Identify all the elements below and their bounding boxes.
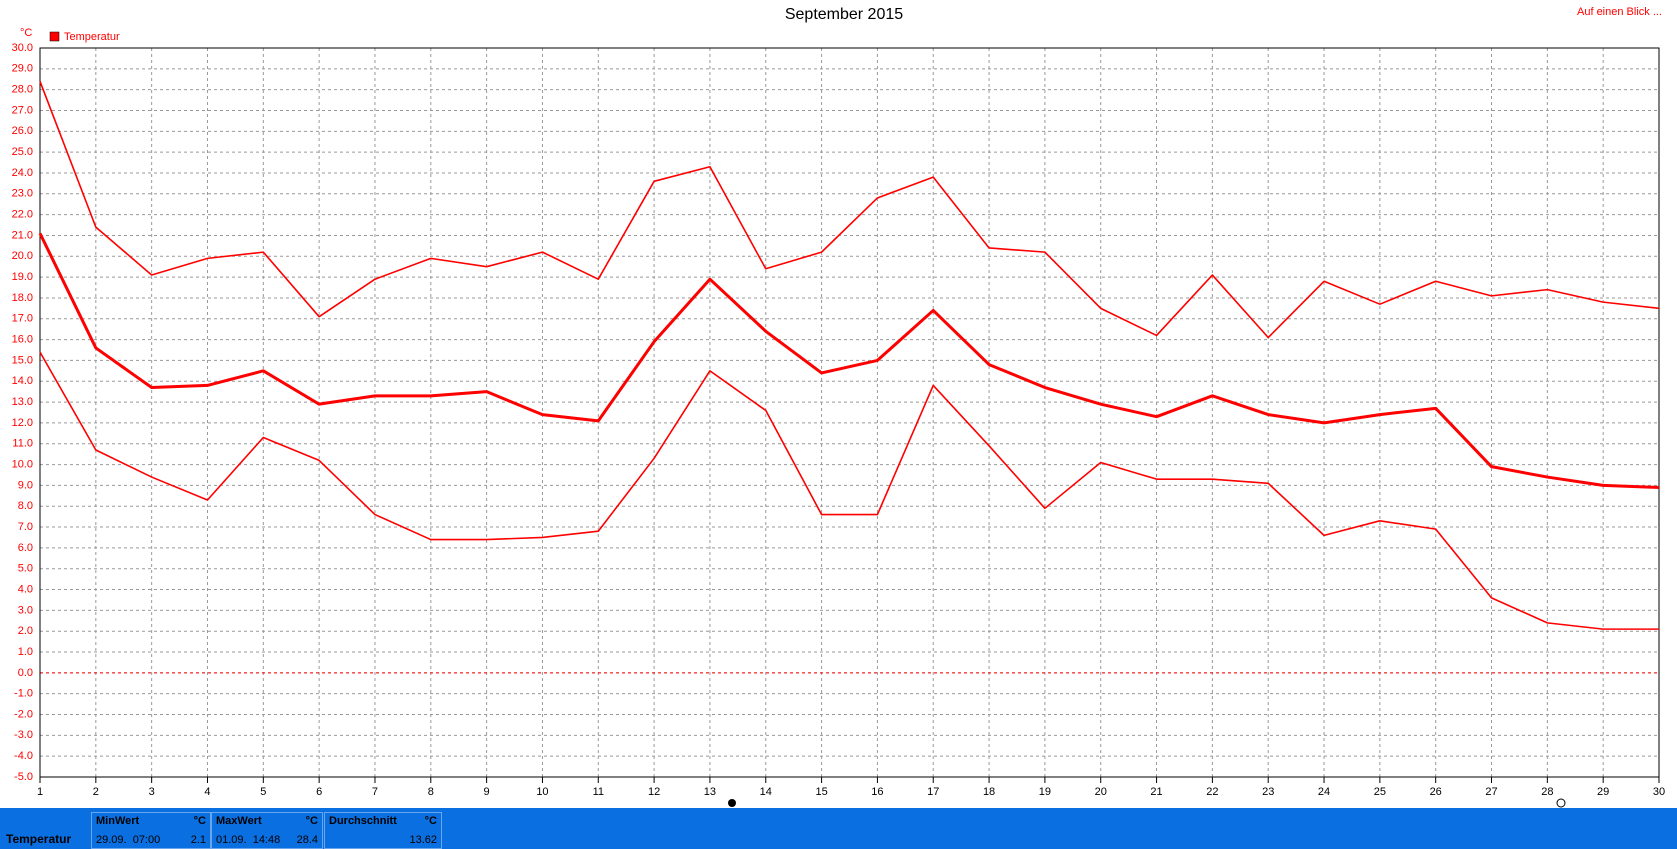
- x-tick-label: 3: [149, 786, 155, 798]
- y-tick-label: -4.0: [14, 750, 33, 762]
- y-tick-label: 16.0: [12, 334, 33, 346]
- series-line: [39, 351, 1659, 630]
- y-tick-label: 20.0: [12, 250, 33, 262]
- y-unit: °C: [20, 27, 32, 39]
- x-tick-label: 27: [1485, 786, 1497, 798]
- x-tick-label: 7: [372, 786, 378, 798]
- stat-value: 2.1: [190, 834, 206, 846]
- y-tick-label: 11.0: [12, 438, 33, 450]
- x-tick-label: 15: [815, 786, 827, 798]
- y-tick-label: -1.0: [14, 688, 33, 700]
- y-tick-label: 6.0: [18, 542, 33, 554]
- x-tick-label: 19: [1039, 786, 1051, 798]
- x-tick-label: 20: [1095, 786, 1107, 798]
- y-tick-label: 17.0: [12, 313, 33, 325]
- y-tick-label: 26.0: [12, 125, 33, 137]
- x-tick-label: 25: [1374, 786, 1386, 798]
- y-tick-label: 1.0: [18, 646, 33, 658]
- stat-value: 13.62: [409, 834, 437, 846]
- stat-title: MinWert: [96, 815, 140, 827]
- y-tick-label: 2.0: [18, 625, 33, 637]
- stat-title: MaxWert: [216, 815, 262, 827]
- x-tick-label: 30: [1653, 786, 1665, 798]
- y-tick-label: 28.0: [12, 84, 33, 96]
- y-tick-label: 22.0: [12, 209, 33, 221]
- x-tick-label: 24: [1318, 786, 1330, 798]
- y-tick-label: 27.0: [12, 104, 33, 116]
- y-tick-label: 24.0: [12, 167, 33, 179]
- stat-value: 28.4: [296, 834, 318, 846]
- x-tick-label: 16: [871, 786, 883, 798]
- x-tick-label: 6: [316, 786, 322, 798]
- y-tick-label: 14.0: [12, 375, 33, 387]
- footer-label: Temperatur: [6, 832, 72, 846]
- x-tick-label: 23: [1262, 786, 1274, 798]
- x-tick-label: 9: [484, 786, 490, 798]
- x-tick-label: 10: [536, 786, 548, 798]
- chart-title: September 2015: [785, 6, 903, 23]
- y-tick-label: 8.0: [18, 500, 33, 512]
- y-tick-label: -2.0: [14, 708, 33, 720]
- y-tick-label: 19.0: [12, 271, 33, 283]
- y-tick-label: 12.0: [12, 417, 33, 429]
- y-tick-label: 9.0: [18, 479, 33, 491]
- moon-icon: [728, 799, 736, 807]
- y-tick-label: 21.0: [12, 229, 33, 241]
- y-tick-label: 25.0: [12, 146, 33, 158]
- x-tick-label: 8: [428, 786, 434, 798]
- y-tick-label: 3.0: [18, 604, 33, 616]
- x-tick-label: 22: [1206, 786, 1218, 798]
- y-tick-label: 5.0: [18, 563, 33, 575]
- series-line: [38, 232, 1660, 489]
- y-tick-label: -3.0: [14, 729, 33, 741]
- stat-title: Durchschnitt: [329, 815, 397, 827]
- y-tick-label: 18.0: [12, 292, 33, 304]
- moon-icon: [1556, 798, 1566, 808]
- stat-time: 01.09. 14:48: [216, 834, 281, 846]
- link[interactable]: Auf einen Blick ...: [1577, 6, 1662, 18]
- x-tick-label: 18: [983, 786, 995, 798]
- x-tick-label: 11: [593, 786, 604, 798]
- legend-label: Temperatur: [64, 31, 120, 43]
- x-tick-label: 2: [93, 786, 99, 798]
- y-tick-label: 29.0: [12, 63, 33, 75]
- x-tick-label: 14: [760, 786, 772, 798]
- y-tick-label: 30.0: [12, 42, 33, 54]
- y-tick-label: -5.0: [14, 771, 33, 783]
- y-tick-label: 0.0: [18, 667, 33, 679]
- legend-swatch: [49, 31, 60, 42]
- y-tick-label: 4.0: [18, 583, 33, 595]
- x-tick-label: 13: [704, 786, 716, 798]
- chart: September 2015 Auf einen Blick ... °C Te…: [12, 6, 1665, 808]
- stat-panel: MaxWert °C 01.09. 14:48 28.4: [211, 812, 323, 849]
- footer: Temperatur MinWert °C 29.09. 07:00 2.1 MaxWe…: [0, 808, 1677, 849]
- y-tick-label: 23.0: [12, 188, 33, 200]
- x-tick-label: 28: [1541, 786, 1553, 798]
- y-tick-label: 15.0: [12, 354, 33, 366]
- x-tick-label: 17: [927, 786, 939, 798]
- stat-panel: MinWert °C 29.09. 07:00 2.1: [91, 812, 211, 849]
- stat-time: 29.09. 07:00: [96, 834, 161, 846]
- x-tick-label: 29: [1597, 786, 1609, 798]
- y-tick-label: 10.0: [12, 458, 33, 470]
- stat-unit: °C: [424, 815, 437, 827]
- stat-unit: °C: [193, 815, 206, 827]
- y-tick-label: 7.0: [18, 521, 33, 533]
- x-tick-label: 5: [260, 786, 266, 798]
- y-tick-label: 13.0: [12, 396, 33, 408]
- plot-frame: [39, 47, 1660, 778]
- x-tick-label: 21: [1150, 786, 1162, 798]
- x-tick-label: 12: [648, 786, 660, 798]
- stat-unit: °C: [305, 815, 318, 827]
- series-line: [39, 81, 1660, 339]
- x-tick-label: 26: [1430, 786, 1442, 798]
- x-tick-label: 1: [37, 786, 43, 798]
- stat-panel: Durchschnitt °C 13.62: [324, 812, 442, 849]
- x-tick-label: 4: [204, 786, 210, 798]
